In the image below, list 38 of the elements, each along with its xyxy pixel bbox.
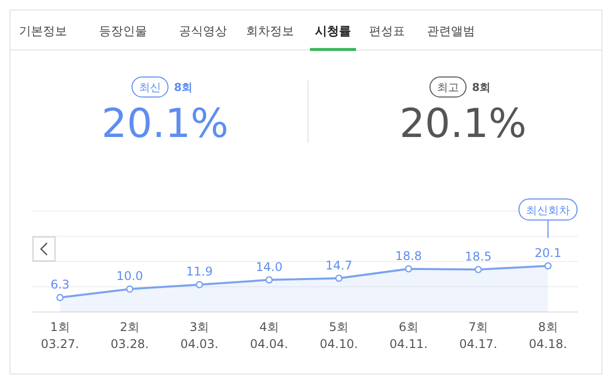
x-tick-label: 3회 04.03. [180,320,219,351]
text: 기본정보 [19,24,67,38]
data-label: 14.7 [326,258,352,272]
text: 20.1% [399,101,527,147]
data-label: 6.3 [50,278,70,292]
x-tick-label: 5회 04.10. [320,320,358,351]
text: 등장인물 [99,24,147,38]
point [265,276,273,284]
data-label: 18.5 [464,250,492,264]
text: 최신 [139,81,161,94]
data-label: 14.0 [256,260,282,274]
x-tick-label: 1회 03.27. [40,320,80,351]
text: 관련앨범 [427,24,475,38]
x-tick-label: 6회 04.11. [389,320,428,351]
text: 8회 [472,81,491,94]
data-label: 18.8 [395,248,422,263]
point [404,265,412,272]
text: 편성표 [369,24,405,38]
point [56,294,64,302]
text: 공식영상 [179,24,227,38]
data-label: 20.1 [534,246,562,260]
x-tick-label: 8회 04.18. [528,320,568,351]
x-tick-label: 7회 04.17. [459,320,498,351]
text: 20.1% [101,101,229,147]
x-tick-label: 2회 03.28. [110,320,149,351]
data-label: 11.9 [186,264,213,279]
text: 8회 [174,81,193,94]
point [126,285,134,293]
data-label: 10.0 [116,269,144,284]
x-tick-label: 4회 04.04. [250,320,288,351]
text: 최고 [437,81,459,94]
text: 시청률 [315,24,351,38]
point [335,274,343,282]
point [544,262,552,270]
point [196,281,204,288]
text: 회차정보 [246,24,294,38]
annotation: 최신회차 [526,204,570,217]
point [474,266,482,274]
